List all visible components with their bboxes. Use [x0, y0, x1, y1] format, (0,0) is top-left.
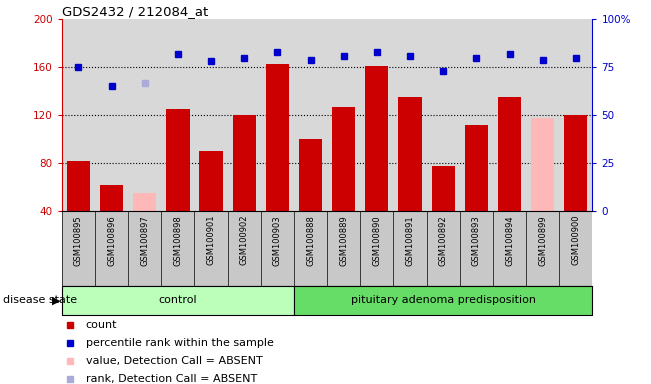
Bar [498, 97, 521, 211]
Bar [531, 118, 554, 211]
Bar [62, 286, 294, 315]
Text: GSM100902: GSM100902 [240, 215, 249, 265]
Text: GSM100892: GSM100892 [439, 215, 448, 266]
Text: control: control [159, 295, 197, 306]
Text: GSM100888: GSM100888 [306, 215, 315, 266]
Bar [332, 107, 355, 211]
Text: ▶: ▶ [52, 295, 61, 306]
Bar [232, 115, 256, 211]
Text: pituitary adenoma predisposition: pituitary adenoma predisposition [351, 295, 536, 306]
Text: GSM100901: GSM100901 [206, 215, 215, 265]
Text: GSM100893: GSM100893 [472, 215, 481, 266]
Text: rank, Detection Call = ABSENT: rank, Detection Call = ABSENT [86, 374, 257, 384]
Text: value, Detection Call = ABSENT: value, Detection Call = ABSENT [86, 356, 262, 366]
Bar [266, 64, 289, 211]
Text: GSM100903: GSM100903 [273, 215, 282, 266]
Text: GSM100889: GSM100889 [339, 215, 348, 266]
Bar [564, 115, 587, 211]
Bar [166, 109, 189, 211]
Bar [294, 286, 592, 315]
Bar [199, 151, 223, 211]
Text: GSM100894: GSM100894 [505, 215, 514, 266]
Text: GSM100897: GSM100897 [140, 215, 149, 266]
Bar [398, 97, 422, 211]
Bar [299, 139, 322, 211]
Bar [67, 161, 90, 211]
Text: disease state: disease state [3, 295, 77, 306]
Bar [365, 66, 389, 211]
Bar [465, 125, 488, 211]
Text: GSM100899: GSM100899 [538, 215, 547, 266]
Text: GSM100890: GSM100890 [372, 215, 381, 266]
Bar [432, 166, 455, 211]
Text: GSM100900: GSM100900 [572, 215, 580, 265]
Text: GDS2432 / 212084_at: GDS2432 / 212084_at [62, 5, 208, 18]
Text: GSM100891: GSM100891 [406, 215, 415, 266]
Text: GSM100895: GSM100895 [74, 215, 83, 266]
Bar [100, 185, 123, 211]
Text: GSM100898: GSM100898 [173, 215, 182, 266]
Bar [133, 193, 156, 211]
Text: GSM100896: GSM100896 [107, 215, 116, 266]
Text: count: count [86, 319, 117, 330]
Text: percentile rank within the sample: percentile rank within the sample [86, 338, 273, 348]
